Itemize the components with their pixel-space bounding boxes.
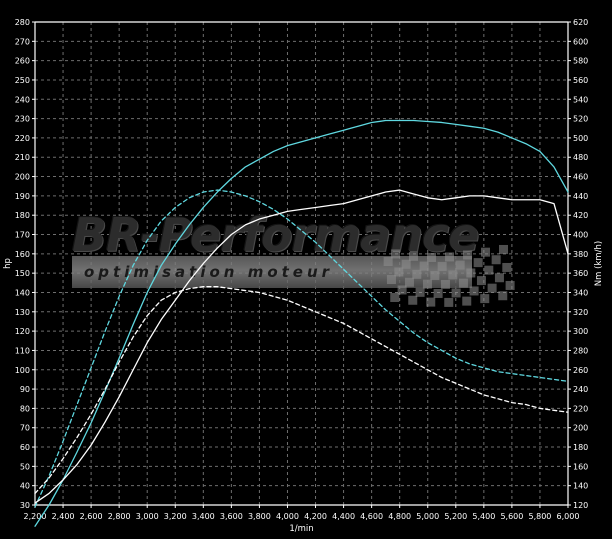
svg-text:4,600: 4,600 [360, 512, 383, 521]
axis-titles: hp Nm (km/h) 1/min [3, 241, 604, 534]
svg-text:540: 540 [573, 95, 588, 104]
svg-text:2,600: 2,600 [80, 512, 103, 521]
svg-text:200: 200 [573, 424, 588, 433]
svg-text:110: 110 [15, 346, 30, 355]
svg-text:4,200: 4,200 [304, 512, 327, 521]
svg-text:5,800: 5,800 [528, 512, 551, 521]
svg-text:220: 220 [573, 404, 588, 413]
svg-text:140: 140 [573, 482, 588, 491]
svg-text:270: 270 [15, 37, 30, 46]
svg-text:280: 280 [573, 346, 588, 355]
svg-text:300: 300 [573, 327, 588, 336]
svg-text:40: 40 [20, 482, 30, 491]
svg-text:460: 460 [573, 173, 588, 182]
svg-text:5,600: 5,600 [500, 512, 523, 521]
svg-text:120: 120 [15, 327, 30, 336]
svg-text:280: 280 [15, 18, 30, 27]
svg-text:380: 380 [573, 250, 588, 259]
svg-text:100: 100 [15, 366, 30, 375]
svg-text:70: 70 [20, 424, 30, 433]
svg-text:hp: hp [3, 258, 13, 269]
svg-text:180: 180 [15, 211, 30, 220]
svg-text:240: 240 [573, 385, 588, 394]
svg-text:200: 200 [15, 173, 30, 182]
svg-text:60: 60 [20, 443, 30, 452]
svg-text:90: 90 [20, 385, 30, 394]
svg-text:4,400: 4,400 [332, 512, 355, 521]
svg-text:420: 420 [573, 211, 588, 220]
svg-text:260: 260 [573, 366, 588, 375]
svg-text:160: 160 [15, 250, 30, 259]
svg-text:320: 320 [573, 308, 588, 317]
svg-text:5,200: 5,200 [444, 512, 467, 521]
svg-text:3,800: 3,800 [248, 512, 271, 521]
svg-text:560: 560 [573, 76, 588, 85]
svg-text:130: 130 [15, 308, 30, 317]
svg-text:600: 600 [573, 37, 588, 46]
svg-text:3,000: 3,000 [136, 512, 159, 521]
svg-text:170: 170 [15, 231, 30, 240]
svg-text:220: 220 [15, 134, 30, 143]
svg-text:4,800: 4,800 [388, 512, 411, 521]
svg-text:140: 140 [15, 288, 30, 297]
svg-text:5,400: 5,400 [472, 512, 495, 521]
svg-text:50: 50 [20, 462, 30, 471]
svg-text:240: 240 [15, 95, 30, 104]
svg-text:2,800: 2,800 [108, 512, 131, 521]
svg-text:500: 500 [573, 134, 588, 143]
svg-text:6,000: 6,000 [557, 512, 580, 521]
svg-text:580: 580 [573, 57, 588, 66]
svg-text:5,000: 5,000 [416, 512, 439, 521]
svg-text:340: 340 [573, 288, 588, 297]
svg-text:400: 400 [573, 231, 588, 240]
svg-text:190: 190 [15, 192, 30, 201]
svg-text:520: 520 [573, 115, 588, 124]
svg-text:3,400: 3,400 [192, 512, 215, 521]
svg-text:360: 360 [573, 269, 588, 278]
svg-text:160: 160 [573, 462, 588, 471]
svg-text:2,400: 2,400 [52, 512, 75, 521]
svg-text:260: 260 [15, 57, 30, 66]
svg-text:3,200: 3,200 [164, 512, 187, 521]
svg-text:80: 80 [20, 404, 30, 413]
svg-text:4,000: 4,000 [276, 512, 299, 521]
svg-text:440: 440 [573, 192, 588, 201]
svg-text:2,200: 2,200 [24, 512, 47, 521]
svg-text:250: 250 [15, 76, 30, 85]
svg-text:1/min: 1/min [289, 524, 313, 534]
svg-text:620: 620 [573, 18, 588, 27]
svg-text:150: 150 [15, 269, 30, 278]
svg-text:Nm (km/h): Nm (km/h) [594, 241, 604, 286]
svg-text:120: 120 [573, 501, 588, 510]
svg-text:230: 230 [15, 115, 30, 124]
svg-text:480: 480 [573, 153, 588, 162]
svg-text:3,600: 3,600 [220, 512, 243, 521]
svg-text:30: 30 [20, 501, 30, 510]
svg-text:180: 180 [573, 443, 588, 452]
svg-text:210: 210 [15, 153, 30, 162]
